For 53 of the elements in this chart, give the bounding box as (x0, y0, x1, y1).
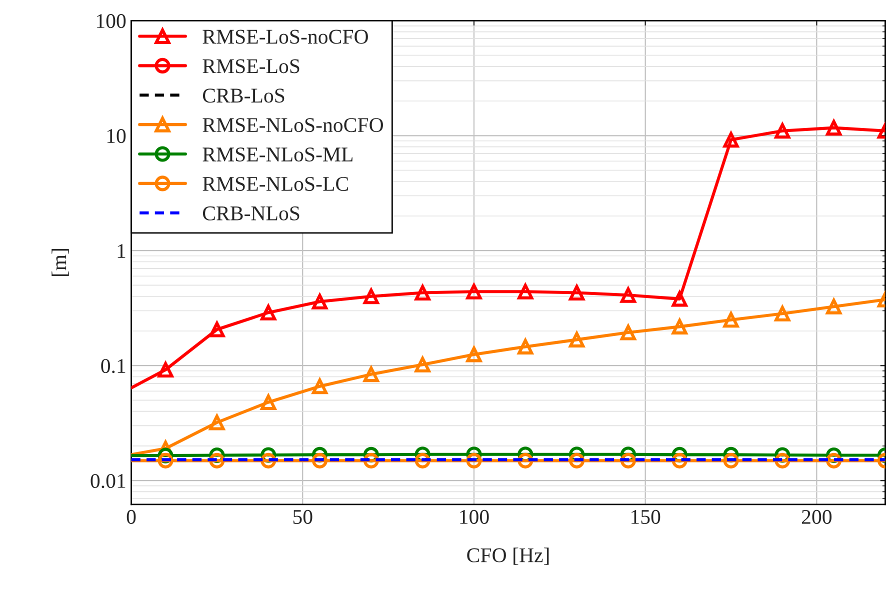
point (569, 284, 585, 301)
point (312, 378, 328, 394)
point (158, 362, 174, 378)
legend-label: CRB-LoS (202, 88, 284, 103)
point (363, 288, 379, 304)
legend-label: CRB-NLoS (202, 206, 300, 220)
legend-label: RMSE-NLoS-LC (202, 176, 348, 191)
point (672, 291, 688, 307)
y-axis-title: [m] (52, 249, 69, 276)
y-tick-label: 1 (118, 244, 126, 258)
point (414, 452, 430, 468)
legend-label: RMSE-NLoS-ML (202, 148, 352, 162)
point (620, 452, 636, 468)
x-tick-label: 0 (126, 510, 136, 524)
point (723, 452, 739, 468)
point (312, 294, 328, 310)
point (569, 332, 585, 348)
point (466, 284, 482, 300)
point (723, 132, 739, 148)
x-tick-label: 100 (460, 510, 489, 524)
x-tick-label: 150 (632, 510, 660, 524)
point (774, 306, 790, 322)
legend-label: RMSE-NLoS-noCFO (202, 118, 383, 132)
point (158, 452, 174, 468)
point (620, 324, 636, 340)
x-tick-label: 200 (802, 510, 832, 524)
point (672, 318, 688, 334)
legend-label: RMSE-LoS-noCFO (202, 30, 368, 44)
point (518, 284, 534, 300)
point (826, 298, 842, 314)
y-tick-label: 0.1 (101, 358, 126, 374)
point (723, 312, 739, 328)
point (569, 452, 585, 468)
point (209, 414, 225, 430)
y-tick-label: 10 (107, 129, 126, 144)
point (209, 322, 225, 338)
point (312, 452, 328, 468)
point (518, 338, 534, 354)
point (260, 304, 276, 320)
point (260, 394, 276, 410)
point (414, 356, 430, 372)
point (466, 346, 482, 362)
point (620, 287, 636, 303)
x-axis-title: CFO [Hz] (467, 548, 549, 565)
y-tick-label: 100 (97, 14, 126, 28)
x-tick-label: 50 (293, 510, 312, 524)
point (774, 123, 790, 139)
legend-label: RMSE-LoS (202, 59, 300, 74)
point (826, 120, 842, 136)
point (363, 366, 379, 382)
y-tick-label: 0.01 (90, 474, 126, 488)
point (466, 452, 482, 468)
point (414, 284, 430, 301)
